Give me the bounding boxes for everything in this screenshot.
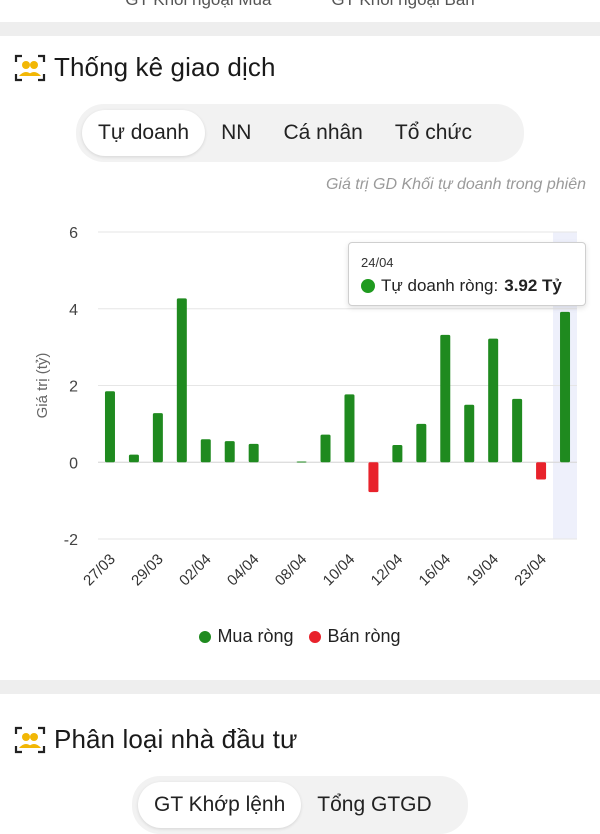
- chart-tooltip: 24/04 Tự doanh ròng: 3.92 Tỷ: [348, 242, 586, 306]
- bar-10/04: [344, 394, 355, 463]
- tab-ca-nhan[interactable]: Cá nhân: [283, 121, 363, 144]
- bar-04/04: [248, 443, 259, 463]
- legend-dot-green: [199, 630, 212, 643]
- value-type-tabs: GT Khớp lệnh Tổng GTGD: [132, 776, 468, 834]
- section-divider: [0, 22, 600, 36]
- y-tick-label: 2: [69, 379, 78, 396]
- bar-23/04: [536, 462, 547, 480]
- foreign-legend-row: GT Khối ngoại Mua GT Khối ngoại Bán: [0, 0, 600, 12]
- tooltip-label: Tự doanh ròng:: [381, 276, 499, 295]
- x-tick-label: 08/04: [272, 551, 311, 590]
- bar-15/04: [416, 423, 427, 463]
- foreign-buy-legend: GT Khối ngoại Mua: [125, 0, 271, 12]
- bar-29/03: [152, 413, 163, 463]
- x-tick-label: 10/04: [320, 551, 359, 590]
- bar-17/04: [464, 404, 475, 463]
- legend-label-buy: Mua ròng: [217, 626, 294, 646]
- x-tick-label: 16/04: [416, 551, 455, 590]
- x-tick-label: 23/04: [511, 551, 550, 590]
- net-trading-chart[interactable]: 6 4 2 0 -2 Giá trị (tỷ) 27/03 29/03 02/04 04/04 08…: [0, 200, 600, 620]
- x-tick-label: 04/04: [224, 551, 263, 590]
- bar-09/04: [320, 434, 331, 463]
- y-tick-label: -2: [64, 532, 78, 549]
- trading-stats-header: Thống kê giao dịch: [14, 52, 276, 83]
- investor-class-header: Phân loại nhà đầu tư: [14, 724, 297, 755]
- bar-02/04: [200, 439, 211, 463]
- bar-03/04: [224, 441, 235, 463]
- x-tick-label: 19/04: [463, 551, 502, 590]
- bar-28/03: [128, 454, 139, 463]
- tab-gt-khop-lenh[interactable]: GT Khớp lệnh: [138, 782, 302, 828]
- tab-tu-doanh[interactable]: Tự doanh: [82, 110, 206, 156]
- tab-tong-gtgd[interactable]: Tổng GTGD: [317, 793, 432, 816]
- foreign-sell-legend: GT Khối ngoại Bán: [331, 0, 474, 12]
- tab-to-chuc[interactable]: Tổ chức: [394, 121, 472, 144]
- chart-legend: Mua ròng Bán ròng: [0, 626, 600, 647]
- chart-subtitle: Giá trị GD Khối tự doanh trong phiên: [325, 176, 586, 193]
- legend-item-buy[interactable]: Mua ròng: [199, 626, 293, 647]
- section-divider: [0, 680, 600, 694]
- investors-icon: [14, 54, 46, 82]
- x-tick-label: 12/04: [368, 551, 407, 590]
- investor-type-tabs: Tự doanh NN Cá nhân Tổ chức: [76, 104, 524, 162]
- y-axis-label: Giá trị (tỷ): [34, 353, 51, 419]
- legend-item-sell[interactable]: Bán ròng: [309, 626, 401, 647]
- section-title: Phân loại nhà đầu tư: [54, 724, 298, 754]
- y-tick-label: 6: [69, 225, 78, 242]
- y-tick-label: 0: [69, 455, 78, 472]
- x-tick-label: 29/03: [128, 551, 167, 590]
- y-tick-label: 4: [69, 302, 78, 319]
- x-tick-label: 27/03: [80, 551, 119, 590]
- bar-16/04: [440, 334, 451, 463]
- tooltip-date: 24/04: [361, 255, 394, 270]
- bar-19/04: [488, 338, 499, 463]
- x-tick-label: 02/04: [176, 551, 215, 590]
- bar-24/04: [560, 311, 571, 463]
- bar-22/04: [512, 398, 523, 463]
- bar-11/04: [368, 462, 379, 493]
- tab-nn[interactable]: NN: [221, 121, 252, 144]
- bar-01/04: [176, 298, 187, 463]
- bar-08/04: [296, 461, 307, 463]
- legend-dot-red: [309, 630, 322, 643]
- tooltip-value: 3.92 Tỷ: [504, 276, 562, 295]
- investors-icon: [14, 726, 46, 754]
- bar-27/03: [104, 391, 115, 463]
- legend-label-sell: Bán ròng: [327, 626, 401, 646]
- section-title: Thống kê giao dịch: [54, 52, 276, 82]
- tooltip-series-dot: [361, 279, 375, 293]
- bar-12/04: [392, 444, 403, 463]
